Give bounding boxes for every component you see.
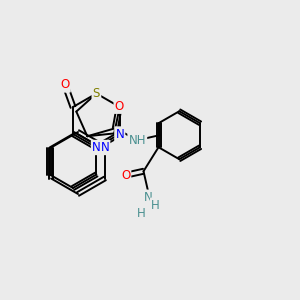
Text: N: N	[116, 128, 124, 140]
Text: NH: NH	[128, 134, 146, 147]
Text: H: H	[151, 199, 160, 212]
Text: S: S	[93, 87, 100, 100]
Text: N: N	[100, 141, 109, 154]
Text: O: O	[121, 169, 130, 182]
Text: N: N	[144, 191, 153, 204]
Text: N: N	[92, 141, 101, 154]
Text: H: H	[137, 207, 146, 220]
Text: O: O	[60, 79, 70, 92]
Text: O: O	[115, 100, 124, 113]
